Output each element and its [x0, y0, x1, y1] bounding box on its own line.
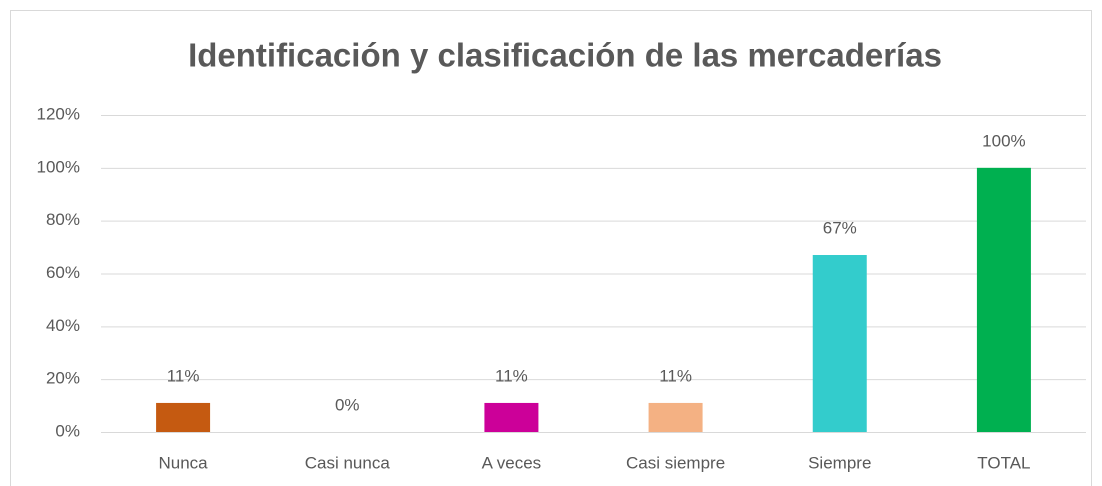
x-tick-label: Casi siempre — [626, 453, 725, 472]
x-tick-label: TOTAL — [977, 453, 1030, 472]
x-tick-label: Siempre — [808, 453, 871, 472]
value-label: 67% — [823, 218, 857, 237]
bar — [484, 402, 539, 432]
value-label: 11% — [495, 366, 528, 385]
bar — [976, 167, 1031, 433]
value-label: 11% — [167, 366, 200, 385]
y-tick-label: 20% — [46, 369, 80, 388]
x-tick-label: Nunca — [159, 453, 209, 472]
chart-title: Identificación y clasificación de las me… — [188, 37, 942, 74]
value-label: 0% — [335, 395, 360, 414]
y-tick-label: 120% — [37, 104, 80, 123]
y-tick-label: 0% — [55, 421, 80, 440]
x-tick-label: Casi nunca — [305, 453, 391, 472]
bar — [648, 402, 703, 432]
y-tick-label: 60% — [46, 263, 80, 282]
y-tick-label: 40% — [46, 316, 80, 335]
bar — [156, 402, 211, 432]
value-label: 11% — [659, 366, 692, 385]
value-label: 100% — [982, 131, 1025, 150]
x-tick-label: A veces — [482, 453, 542, 472]
y-tick-label: 80% — [46, 210, 80, 229]
bar — [812, 255, 867, 432]
y-tick-label: 100% — [37, 157, 80, 176]
